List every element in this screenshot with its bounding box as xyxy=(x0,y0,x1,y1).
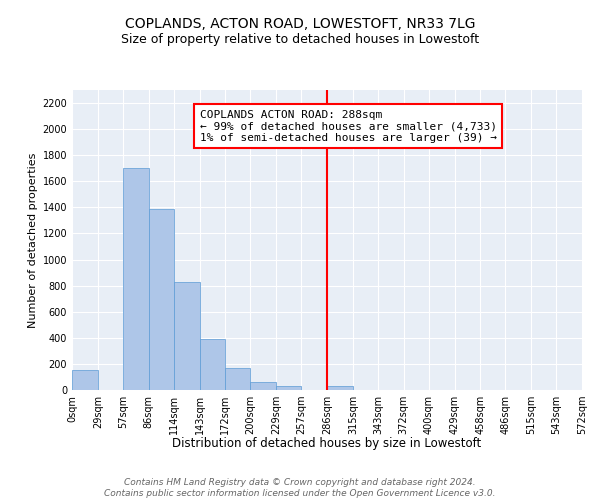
Bar xyxy=(149,208,173,390)
Y-axis label: Number of detached properties: Number of detached properties xyxy=(28,152,38,328)
Bar xyxy=(72,370,98,390)
Bar xyxy=(199,339,226,390)
Bar xyxy=(276,386,301,390)
Bar xyxy=(250,382,276,390)
X-axis label: Distribution of detached houses by size in Lowestoft: Distribution of detached houses by size … xyxy=(172,437,482,450)
Bar xyxy=(173,282,199,390)
Text: COPLANDS, ACTON ROAD, LOWESTOFT, NR33 7LG: COPLANDS, ACTON ROAD, LOWESTOFT, NR33 7L… xyxy=(125,18,475,32)
Text: COPLANDS ACTON ROAD: 288sqm
← 99% of detached houses are smaller (4,733)
1% of s: COPLANDS ACTON ROAD: 288sqm ← 99% of det… xyxy=(199,110,497,143)
Bar xyxy=(226,368,250,390)
Bar xyxy=(123,168,149,390)
Text: Contains HM Land Registry data © Crown copyright and database right 2024.
Contai: Contains HM Land Registry data © Crown c… xyxy=(104,478,496,498)
Text: Size of property relative to detached houses in Lowestoft: Size of property relative to detached ho… xyxy=(121,32,479,46)
Bar xyxy=(327,386,353,390)
